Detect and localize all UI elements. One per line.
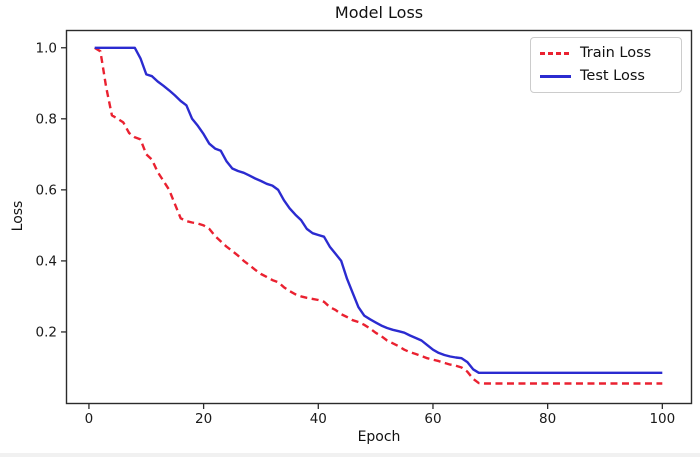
legend: Train Loss Test Loss: [530, 37, 682, 93]
y-tick-label: 0.2: [36, 324, 57, 340]
x-tick-label: 100: [649, 411, 675, 427]
y-tick-label: 1.0: [36, 40, 57, 56]
x-tick-label: 0: [85, 411, 94, 427]
legend-label-train-loss: Train Loss: [580, 45, 652, 62]
x-tick-label: 60: [424, 411, 441, 427]
x-tick-label: 40: [310, 411, 327, 427]
legend-item-test-loss: Test Loss: [540, 69, 672, 84]
screenshot-bottom-edge: [0, 453, 700, 457]
test-loss-curve: [94, 46, 663, 374]
x-axis-label: Epoch: [357, 429, 401, 445]
x-tick-label: 80: [539, 411, 556, 427]
train-loss-curve: [94, 46, 663, 385]
test-loss-line-sample: [540, 75, 571, 78]
y-tick-label: 0.4: [36, 253, 57, 269]
legend-item-train-loss: Train Loss: [540, 46, 672, 61]
legend-label-test-loss: Test Loss: [580, 68, 645, 85]
x-tick-label: 20: [195, 411, 212, 427]
y-tick-label: 0.6: [36, 182, 57, 198]
y-tick-label: 0.8: [36, 111, 57, 127]
y-axis-label: Loss: [10, 200, 26, 232]
train-loss-line-sample: [540, 52, 571, 55]
plot-area-border: [65, 29, 693, 405]
chart-title: Model Loss: [334, 3, 424, 22]
